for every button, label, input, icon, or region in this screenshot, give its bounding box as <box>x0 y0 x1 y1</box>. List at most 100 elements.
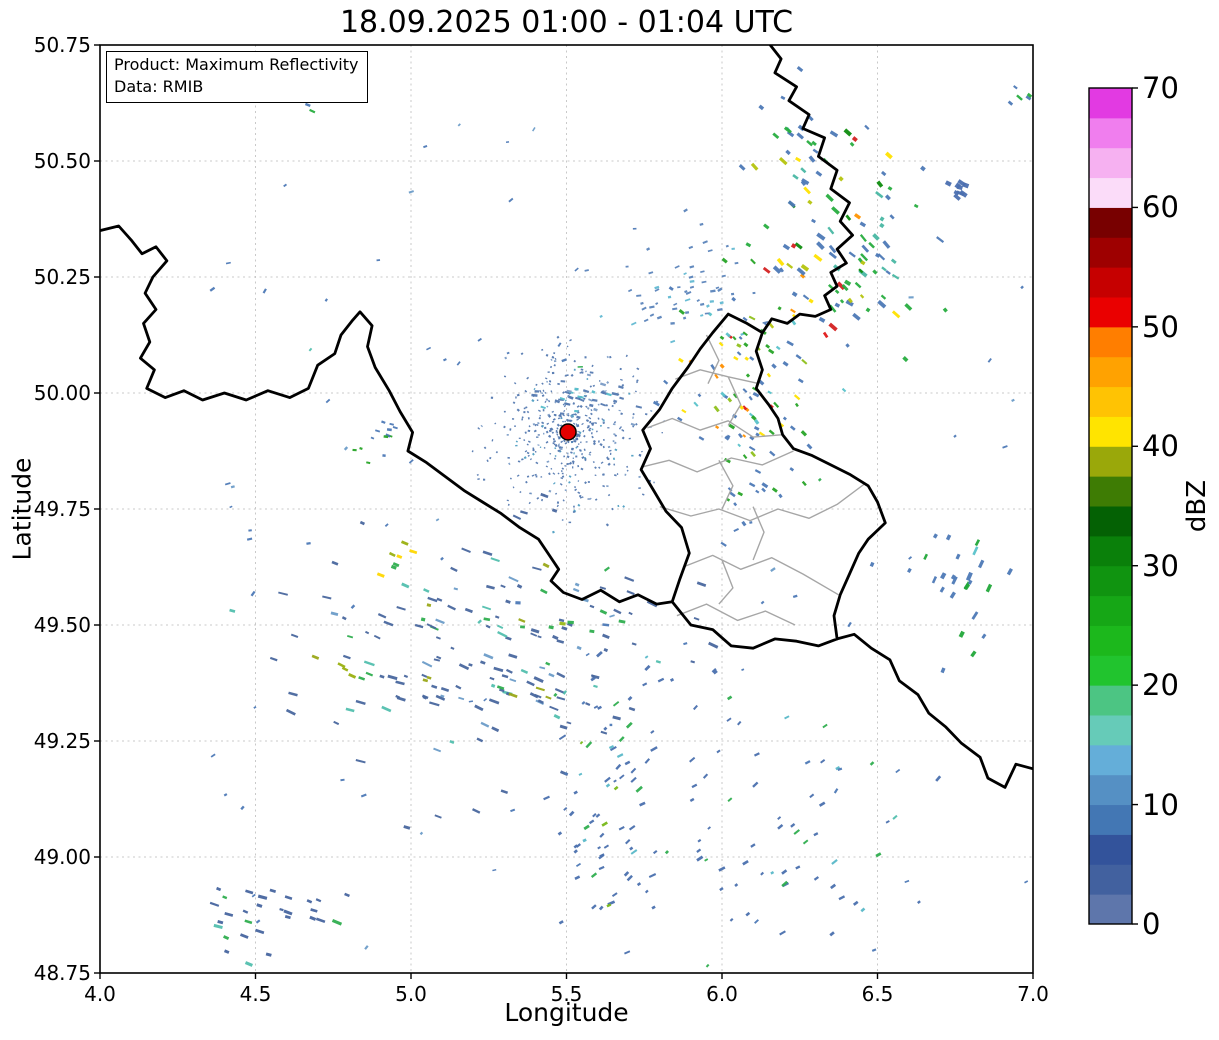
echo-mark <box>409 549 418 555</box>
echo-mark <box>546 460 550 463</box>
echo-mark <box>591 390 596 394</box>
echo-mark <box>342 654 351 660</box>
radar-site-marker <box>559 423 577 441</box>
echo-mark <box>607 427 610 429</box>
echo-mark <box>632 375 635 378</box>
echo-mark <box>572 511 576 513</box>
echo-mark <box>612 423 616 426</box>
echo-mark <box>750 843 756 848</box>
echo-mark <box>570 373 574 377</box>
echo-mark <box>852 312 861 321</box>
echo-mark <box>829 130 839 138</box>
echo-mark <box>540 492 549 499</box>
colorbar-segment <box>1089 774 1132 806</box>
echo-mark <box>616 473 619 475</box>
echo-mark <box>962 182 970 189</box>
echo-mark <box>547 413 551 417</box>
echo-mark <box>508 576 519 583</box>
echo-mark <box>567 414 570 417</box>
echo-mark <box>573 790 578 795</box>
echo-mark <box>315 917 326 924</box>
echo-mark <box>793 829 800 835</box>
colorbar-segment <box>1089 386 1132 417</box>
echo-mark <box>504 356 508 360</box>
echo-mark <box>601 821 608 827</box>
echo-mark <box>581 496 584 499</box>
echo-mark <box>636 294 642 297</box>
echo-mark <box>520 352 524 356</box>
echo-mark <box>613 608 622 615</box>
echo-mark <box>550 390 553 393</box>
echo-mark <box>683 272 687 276</box>
echo-mark <box>217 920 224 925</box>
echo-mark <box>570 415 573 418</box>
echo-mark <box>795 354 802 360</box>
echo-mark <box>598 380 601 382</box>
echo-mark <box>590 872 598 878</box>
echo-mark <box>775 345 781 351</box>
echo-mark <box>517 460 521 463</box>
echo-mark <box>501 674 509 679</box>
echo-mark <box>771 363 777 369</box>
echo-mark <box>490 396 494 399</box>
echo-mark <box>944 180 952 187</box>
echo-mark <box>841 283 849 292</box>
country-border-line <box>761 45 854 335</box>
echo-mark <box>503 425 506 429</box>
echo-mark <box>539 389 542 393</box>
echo-mark <box>496 685 505 691</box>
echo-mark <box>779 267 784 273</box>
echo-mark <box>549 705 559 711</box>
product-info-line2: Data: RMIB <box>114 77 204 97</box>
echo-mark <box>589 629 595 634</box>
echo-mark <box>619 396 625 400</box>
echo-mark <box>539 446 542 449</box>
echo-mark <box>523 456 527 460</box>
echo-mark <box>477 619 482 624</box>
echo-mark <box>917 900 921 904</box>
echo-mark <box>630 767 637 774</box>
echo-mark <box>584 370 587 373</box>
echo-mark <box>670 322 675 325</box>
echo-mark <box>891 310 901 319</box>
echo-mark <box>628 824 636 831</box>
echo-mark <box>350 604 356 609</box>
echo-mark <box>566 389 572 393</box>
echo-mark <box>780 95 786 100</box>
echo-mark <box>606 381 610 384</box>
echo-mark <box>688 275 694 279</box>
echo-mark <box>381 420 386 424</box>
echo-mark <box>768 348 775 355</box>
echo-mark <box>720 391 726 398</box>
echo-mark <box>987 358 992 363</box>
echo-mark <box>490 683 496 688</box>
echo-mark <box>524 389 528 393</box>
echo-mark <box>696 581 707 587</box>
echo-mark <box>828 251 837 260</box>
echo-mark <box>875 252 881 258</box>
echo-mark <box>602 421 606 425</box>
echo-mark <box>860 260 866 266</box>
echo-mark <box>527 440 531 443</box>
echo-mark <box>440 687 450 693</box>
echo-mark <box>595 813 601 818</box>
echo-mark <box>592 442 596 446</box>
echo-mark <box>579 494 582 498</box>
echo-mark <box>612 440 615 443</box>
echo-mark <box>308 347 313 352</box>
echo-mark <box>557 831 563 836</box>
echo-mark <box>557 382 560 386</box>
echo-mark <box>572 509 577 513</box>
echo-mark <box>577 491 581 495</box>
echo-mark <box>400 540 409 546</box>
echo-mark <box>625 354 628 358</box>
echo-mark <box>750 162 759 171</box>
echo-mark <box>496 624 504 630</box>
echo-mark <box>750 451 757 458</box>
echo-mark <box>209 901 220 907</box>
echo-mark <box>981 633 987 640</box>
echo-mark <box>533 676 544 683</box>
echo-mark <box>422 678 429 683</box>
echo-mark <box>523 407 526 410</box>
